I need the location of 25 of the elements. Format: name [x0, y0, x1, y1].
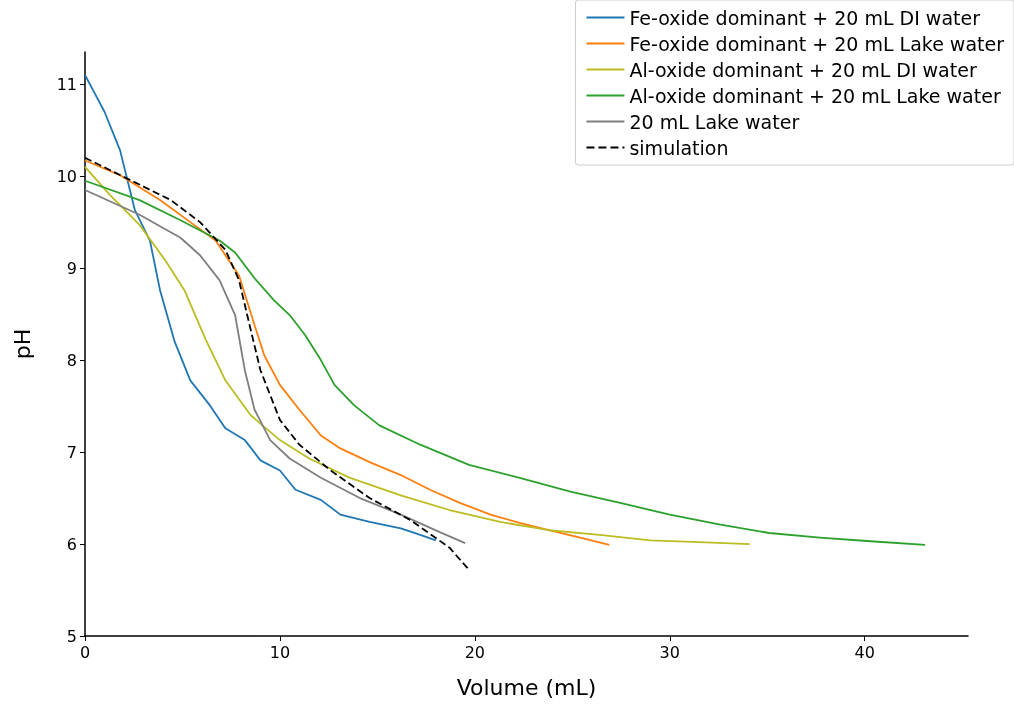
line-series — [84, 159, 611, 546]
legend-label: Fe-oxide dominant + 20 mL Lake water — [629, 32, 1005, 55]
y-tick-label: 11 — [56, 74, 77, 94]
line-series — [84, 179, 927, 546]
line-series — [84, 74, 437, 542]
legend-label: 20 mL Lake water — [629, 110, 800, 133]
y-tick-label: 7 — [66, 442, 77, 462]
x-tick-label: 0 — [79, 642, 91, 662]
legend-label: Al-oxide dominant + 20 mL Lake water — [629, 84, 1001, 107]
y-tick-label: 6 — [66, 534, 77, 554]
legend-label: Fe-oxide dominant + 20 mL DI water — [629, 6, 981, 29]
x-tick-label: 20 — [464, 642, 486, 662]
x-tick-label: 10 — [269, 642, 291, 662]
y-tick-label: 5 — [66, 626, 77, 646]
x-axis-title: Volume (mL) — [456, 674, 597, 700]
legend-label: simulation — [629, 136, 729, 159]
x-tick-label: 40 — [854, 642, 875, 662]
y-axis-title: pH — [9, 328, 35, 360]
legend-label: Al-oxide dominant + 20 mL DI water — [629, 58, 977, 81]
y-tick-label: 8 — [66, 350, 77, 370]
line-series — [84, 189, 466, 545]
x-tick-label: 30 — [659, 642, 680, 662]
line-series — [84, 166, 751, 545]
y-tick-label: 9 — [66, 258, 77, 278]
y-tick-label: 10 — [56, 166, 77, 186]
